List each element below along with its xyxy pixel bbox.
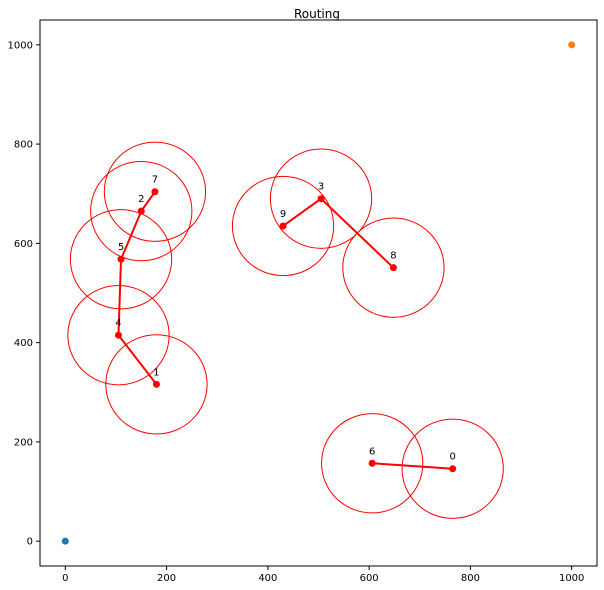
- route-line-2: [372, 462, 453, 470]
- x-tick-label-600: 600: [360, 573, 379, 584]
- node-label-9: 9: [280, 209, 286, 220]
- node-point-8: [389, 264, 397, 272]
- y-tick-label-800: 800: [14, 140, 33, 151]
- coverage-circle-5: [69, 209, 173, 310]
- node-point-6: [368, 459, 376, 467]
- node-label-7: 7: [152, 175, 158, 186]
- node-point-5: [117, 255, 125, 263]
- y-tick-label-1000: 1000: [8, 40, 33, 51]
- y-tick-label-400: 400: [14, 338, 33, 349]
- node-point-0: [449, 465, 457, 473]
- x-axis: 0 200 400 600 800 1000: [62, 566, 584, 584]
- coverage-circle-1: [105, 334, 208, 435]
- end-point: [568, 41, 576, 49]
- route-line-1: [282, 197, 395, 269]
- coverage-circle-7: [103, 141, 207, 242]
- x-tick-label-200: 200: [157, 573, 176, 584]
- node-point-3: [317, 195, 325, 203]
- node-label-6: 6: [369, 446, 375, 457]
- coverage-circle-9: [231, 175, 335, 277]
- node-label-4: 4: [115, 318, 121, 329]
- node-label-8: 8: [390, 251, 396, 262]
- start-point: [61, 537, 69, 545]
- y-tick-label-200: 200: [14, 437, 33, 448]
- node-point-4: [114, 331, 122, 339]
- x-tick-label-0: 0: [62, 573, 68, 584]
- node-point-7: [151, 188, 159, 196]
- x-tick-label-1000: 1000: [559, 573, 584, 584]
- coverage-circle-0: [401, 418, 504, 519]
- y-tick-label-0: 0: [27, 537, 33, 548]
- y-axis: 0 200 400 600 800 1000: [8, 40, 40, 548]
- node-point-1: [152, 380, 160, 388]
- chart-title: Routing: [294, 7, 340, 21]
- coverage-circle-6: [321, 413, 424, 514]
- plot-frame: [39, 19, 598, 567]
- x-tick-label-400: 400: [258, 573, 277, 584]
- node-label-2: 2: [138, 194, 144, 205]
- node-label-5: 5: [118, 242, 124, 253]
- x-tick-label-800: 800: [461, 573, 480, 584]
- node-label-1: 1: [153, 367, 159, 378]
- node-label-3: 3: [318, 182, 324, 193]
- y-tick-label-600: 600: [14, 239, 33, 250]
- plot-area: 0 1 2 3 4 5 6 7 8 9: [61, 41, 576, 545]
- route-line-0: [117, 191, 158, 385]
- coverage-circle-2: [90, 160, 193, 262]
- node-point-9: [279, 222, 287, 230]
- coverage-circle-8: [342, 217, 445, 318]
- coverage-circle-4: [67, 285, 170, 386]
- node-label-0: 0: [449, 452, 455, 463]
- node-point-2: [137, 207, 145, 215]
- coverage-circle-3: [269, 148, 373, 249]
